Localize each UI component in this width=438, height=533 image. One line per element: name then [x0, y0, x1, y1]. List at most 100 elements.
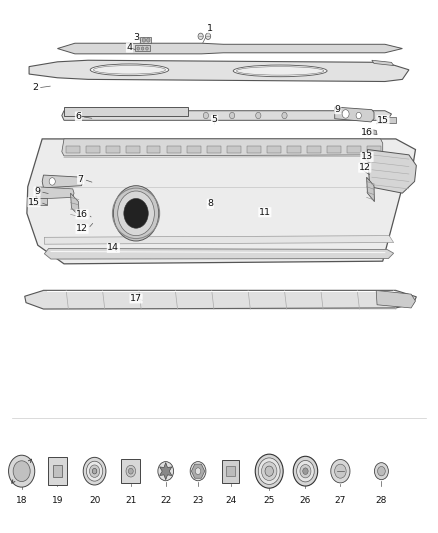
Circle shape: [83, 457, 106, 485]
Polygon shape: [57, 43, 403, 54]
Circle shape: [92, 469, 97, 474]
Polygon shape: [377, 117, 396, 123]
Text: 1: 1: [207, 24, 213, 33]
Polygon shape: [159, 463, 172, 480]
Circle shape: [293, 456, 318, 486]
Polygon shape: [370, 130, 377, 135]
Circle shape: [147, 38, 150, 42]
Circle shape: [256, 112, 261, 119]
Bar: [121, 459, 141, 483]
Circle shape: [300, 464, 311, 478]
Polygon shape: [44, 236, 394, 244]
Text: 7: 7: [78, 175, 84, 184]
Text: 17: 17: [130, 294, 142, 303]
Bar: [367, 146, 381, 154]
Ellipse shape: [233, 65, 327, 77]
Polygon shape: [62, 139, 383, 156]
Circle shape: [342, 110, 349, 118]
Polygon shape: [42, 175, 83, 188]
Text: 12: 12: [359, 163, 371, 172]
Bar: [347, 146, 361, 154]
Text: 24: 24: [225, 496, 237, 505]
Text: 9: 9: [34, 187, 40, 196]
Text: 27: 27: [335, 496, 346, 505]
Circle shape: [9, 455, 35, 487]
Text: 16: 16: [361, 128, 373, 137]
Bar: [147, 146, 160, 154]
Text: 25: 25: [264, 496, 275, 505]
Bar: [327, 146, 341, 154]
Polygon shape: [372, 60, 394, 66]
Polygon shape: [35, 187, 74, 199]
Polygon shape: [140, 37, 151, 43]
Bar: [207, 146, 221, 154]
FancyArrowPatch shape: [28, 459, 32, 463]
Text: 12: 12: [76, 224, 88, 233]
Circle shape: [124, 198, 148, 228]
Circle shape: [297, 461, 314, 482]
Bar: [227, 146, 241, 154]
Text: 26: 26: [300, 496, 311, 505]
Circle shape: [303, 468, 308, 474]
Polygon shape: [335, 107, 374, 122]
Circle shape: [258, 458, 280, 484]
Circle shape: [158, 462, 173, 481]
Circle shape: [128, 469, 133, 474]
Circle shape: [118, 191, 154, 236]
Text: 4: 4: [127, 43, 132, 52]
Ellipse shape: [237, 67, 324, 75]
Circle shape: [190, 462, 206, 481]
Bar: [226, 466, 235, 477]
Text: 28: 28: [376, 496, 387, 505]
Text: 20: 20: [89, 496, 100, 505]
Circle shape: [205, 33, 211, 39]
Circle shape: [13, 461, 30, 481]
Text: 22: 22: [160, 496, 171, 505]
Bar: [287, 146, 301, 154]
Text: 3: 3: [133, 34, 139, 43]
Circle shape: [49, 177, 55, 185]
Circle shape: [261, 462, 277, 481]
Text: 21: 21: [125, 496, 137, 505]
Bar: [187, 146, 201, 154]
Polygon shape: [191, 464, 205, 478]
Text: 14: 14: [107, 244, 119, 253]
Circle shape: [374, 463, 389, 480]
FancyArrowPatch shape: [12, 480, 15, 483]
Circle shape: [126, 465, 136, 477]
Text: 15: 15: [377, 116, 389, 125]
Circle shape: [282, 112, 287, 119]
Circle shape: [265, 466, 273, 477]
Ellipse shape: [90, 64, 169, 76]
Polygon shape: [64, 107, 188, 116]
Text: 8: 8: [207, 199, 213, 208]
Polygon shape: [28, 198, 46, 205]
Text: 18: 18: [16, 496, 28, 505]
Text: 19: 19: [52, 496, 63, 505]
Bar: [267, 146, 281, 154]
Circle shape: [137, 47, 140, 50]
Circle shape: [89, 465, 100, 478]
Circle shape: [141, 47, 144, 50]
Circle shape: [198, 33, 203, 39]
Polygon shape: [25, 290, 417, 309]
Polygon shape: [29, 60, 409, 82]
Bar: [66, 146, 80, 154]
Circle shape: [335, 464, 346, 478]
Circle shape: [378, 466, 385, 476]
Circle shape: [113, 185, 159, 241]
Bar: [166, 146, 180, 154]
Circle shape: [142, 38, 146, 42]
Text: 5: 5: [212, 115, 218, 124]
Text: 23: 23: [192, 496, 204, 505]
Bar: [247, 146, 261, 154]
Polygon shape: [135, 45, 150, 51]
Bar: [48, 457, 67, 485]
Circle shape: [230, 112, 235, 119]
Text: 16: 16: [76, 210, 88, 219]
Text: 15: 15: [28, 198, 40, 207]
Text: 9: 9: [335, 104, 341, 114]
Circle shape: [331, 459, 350, 483]
Bar: [106, 146, 120, 154]
Circle shape: [146, 47, 148, 50]
